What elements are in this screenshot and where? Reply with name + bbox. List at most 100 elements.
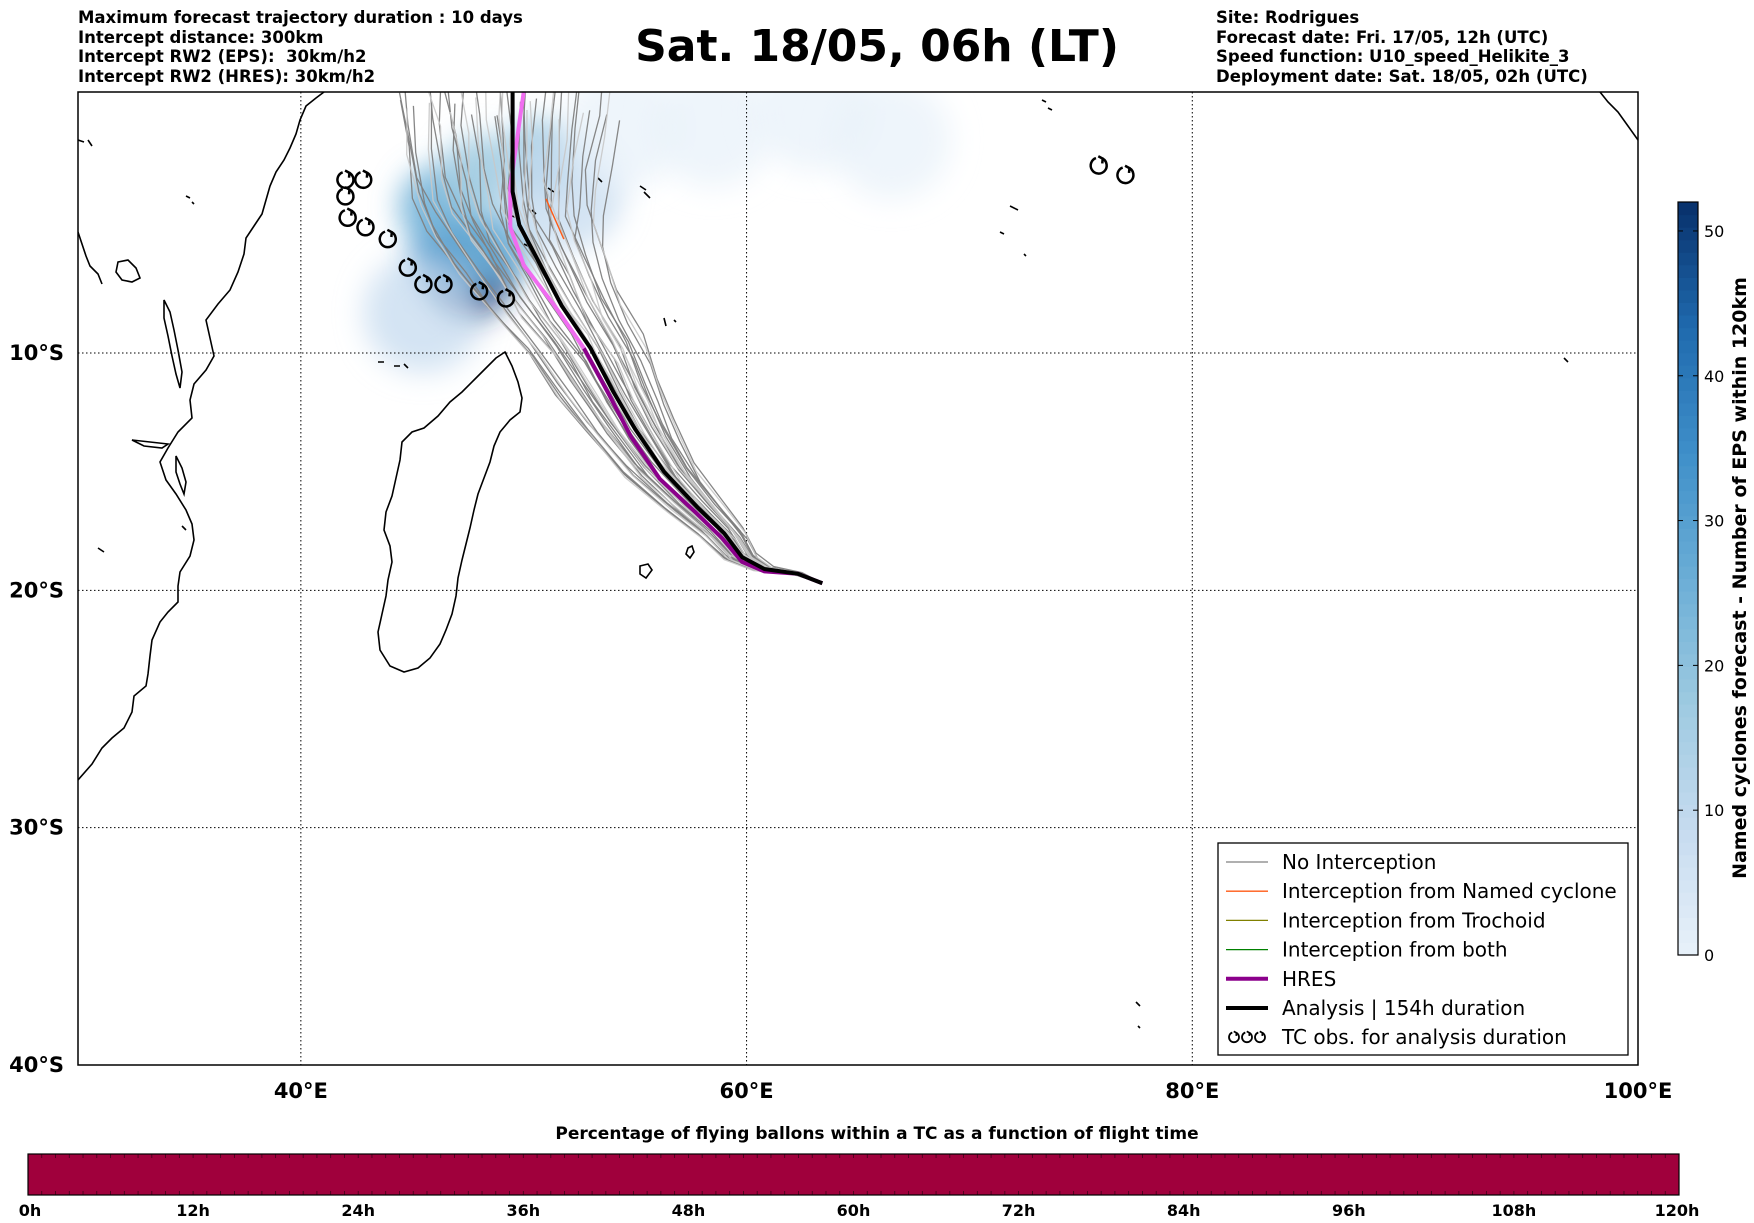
colorbar-tick-label: 0 bbox=[1704, 946, 1714, 965]
density-colorbar: 0 10 20 30 40 50 Named cyclones forecast - Nu… bbox=[1677, 201, 1751, 965]
longitude-labels: 40°E 60°E 80°E 100°E bbox=[274, 1079, 1673, 1103]
legend-label: HRES bbox=[1282, 967, 1336, 991]
colorbar-segment bbox=[1678, 277, 1698, 291]
colorbar-segment bbox=[1678, 465, 1698, 479]
colorbar-segment bbox=[1678, 917, 1698, 931]
ensemble-track bbox=[412, 105, 823, 584]
colorbar-segment bbox=[1678, 691, 1698, 705]
legend-label: No Interception bbox=[1282, 850, 1436, 874]
legend-item: Interception from Named cyclone bbox=[1226, 879, 1617, 903]
colorbar-segment bbox=[1678, 804, 1698, 818]
tc-obs-icon bbox=[1089, 155, 1108, 175]
flight-time-tick-label: 72h bbox=[1002, 1201, 1036, 1220]
hres-track-late bbox=[508, 92, 586, 350]
colorbar-segment bbox=[1678, 842, 1698, 856]
density-blob bbox=[363, 252, 484, 373]
latitude-label: 10°S bbox=[9, 341, 64, 365]
coastlines bbox=[78, 92, 1638, 1029]
ensemble-track bbox=[564, 92, 823, 584]
colorbar-segment bbox=[1678, 503, 1698, 517]
header-forecast-date: Forecast date: Fri. 17/05, 12h (UTC) bbox=[1216, 27, 1549, 47]
colorbar-segment bbox=[1678, 202, 1698, 216]
legend-label: Interception from Named cyclone bbox=[1282, 879, 1617, 903]
density-blob bbox=[831, 92, 952, 200]
header-right: Site: Rodrigues Forecast date: Fri. 17/0… bbox=[1216, 8, 1588, 86]
colorbar-segment bbox=[1678, 653, 1698, 667]
reunion-island bbox=[639, 563, 653, 580]
lake-tanganyika bbox=[163, 299, 183, 389]
colorbar-segment bbox=[1678, 641, 1698, 655]
colorbar-segment bbox=[1678, 402, 1698, 416]
map-frame bbox=[77, 91, 1639, 1066]
colorbar-segment bbox=[1678, 791, 1698, 805]
flight-time-tick-label: 48h bbox=[672, 1201, 706, 1220]
colorbar-segment bbox=[1678, 766, 1698, 780]
tc-obs-icon bbox=[469, 280, 489, 301]
colorbar-tick-label: 20 bbox=[1704, 656, 1724, 675]
colorbar-segment bbox=[1678, 528, 1698, 542]
flight-time-tick-label: 0h bbox=[19, 1201, 42, 1220]
mascarene-banks bbox=[663, 317, 677, 327]
west-coast-islands bbox=[78, 139, 195, 553]
colorbar-segment bbox=[1678, 252, 1698, 266]
analysis-track-line bbox=[510, 92, 824, 586]
header-deployment-date: Deployment date: Sat. 18/05, 02h (UTC) bbox=[1216, 66, 1588, 86]
colorbar-segment bbox=[1678, 214, 1698, 228]
legend-item: TC obs. for analysis duration bbox=[1228, 1025, 1567, 1049]
colorbar-segment bbox=[1678, 302, 1698, 316]
map-title: Sat. 18/05, 06h (LT) bbox=[635, 21, 1119, 72]
colorbar-segment bbox=[1678, 854, 1698, 868]
header-left: Maximum forecast trajectory duration : 1… bbox=[78, 8, 523, 86]
tc-obs-icon bbox=[356, 216, 375, 237]
colorbar-segment bbox=[1678, 553, 1698, 567]
tc-obs-icon bbox=[1116, 164, 1135, 185]
tc-obs-icon bbox=[1254, 1030, 1266, 1044]
colorbar-segment bbox=[1678, 666, 1698, 680]
colorbar-title: Named cyclones forecast - Number of EPS … bbox=[1729, 277, 1751, 879]
latitude-label: 30°S bbox=[9, 816, 64, 840]
colorbar-segment bbox=[1678, 540, 1698, 554]
lake-mweru bbox=[131, 439, 171, 449]
colorbar-segment bbox=[1678, 754, 1698, 768]
ensemble-track bbox=[498, 92, 823, 584]
seychelles-islands bbox=[547, 177, 651, 199]
map-gridlines bbox=[78, 92, 1638, 1065]
longitude-label: 60°E bbox=[720, 1079, 774, 1103]
flight-time-title: Percentage of flying ballons within a TC… bbox=[555, 1124, 1198, 1144]
sumatra-coast bbox=[1599, 92, 1638, 141]
lake-malawi bbox=[175, 455, 187, 497]
flight-time-tick-label: 12h bbox=[176, 1201, 210, 1220]
colorbar-segment bbox=[1678, 390, 1698, 404]
flight-time-tick-label: 96h bbox=[1332, 1201, 1366, 1220]
colorbar-segment bbox=[1678, 929, 1698, 944]
legend-label: Interception from Trochoid bbox=[1282, 908, 1546, 932]
colorbar-segment bbox=[1678, 515, 1698, 529]
colorbar-segment bbox=[1678, 704, 1698, 718]
colorbar-segment bbox=[1678, 616, 1698, 630]
latitude-label: 40°S bbox=[9, 1053, 64, 1077]
legend-item: HRES bbox=[1226, 967, 1336, 991]
ensemble-track bbox=[557, 92, 823, 584]
colorbar-segment bbox=[1678, 591, 1698, 605]
colorbar-segment bbox=[1678, 415, 1698, 429]
colorbar-frame bbox=[1677, 201, 1699, 956]
latitude-label: 20°S bbox=[9, 578, 64, 602]
tc-obs-icon bbox=[414, 273, 433, 294]
flight-time-tick-label: 108h bbox=[1492, 1201, 1537, 1220]
legend-item: Analysis | 154h duration bbox=[1226, 996, 1525, 1020]
colorbar-segment bbox=[1678, 227, 1698, 241]
colorbar-segment bbox=[1678, 314, 1698, 329]
colorbar-segment bbox=[1678, 741, 1698, 755]
colorbar-segment bbox=[1678, 490, 1698, 504]
header-intercept-distance: Intercept distance: 300km bbox=[78, 27, 324, 47]
ensemble-track bbox=[406, 108, 823, 584]
longitude-label: 100°E bbox=[1604, 1079, 1673, 1103]
ensemble-track bbox=[592, 92, 823, 584]
density-blob bbox=[653, 92, 774, 188]
tc-obs-icon bbox=[1241, 1030, 1253, 1044]
colorbar-segment bbox=[1678, 427, 1698, 442]
header-speed-function: Speed function: U10_speed_Helikite_3 bbox=[1216, 47, 1570, 66]
longitude-label: 80°E bbox=[1165, 1079, 1219, 1103]
legend-label: Analysis | 154h duration bbox=[1282, 996, 1525, 1020]
flight-time-fill bbox=[27, 1153, 1680, 1196]
